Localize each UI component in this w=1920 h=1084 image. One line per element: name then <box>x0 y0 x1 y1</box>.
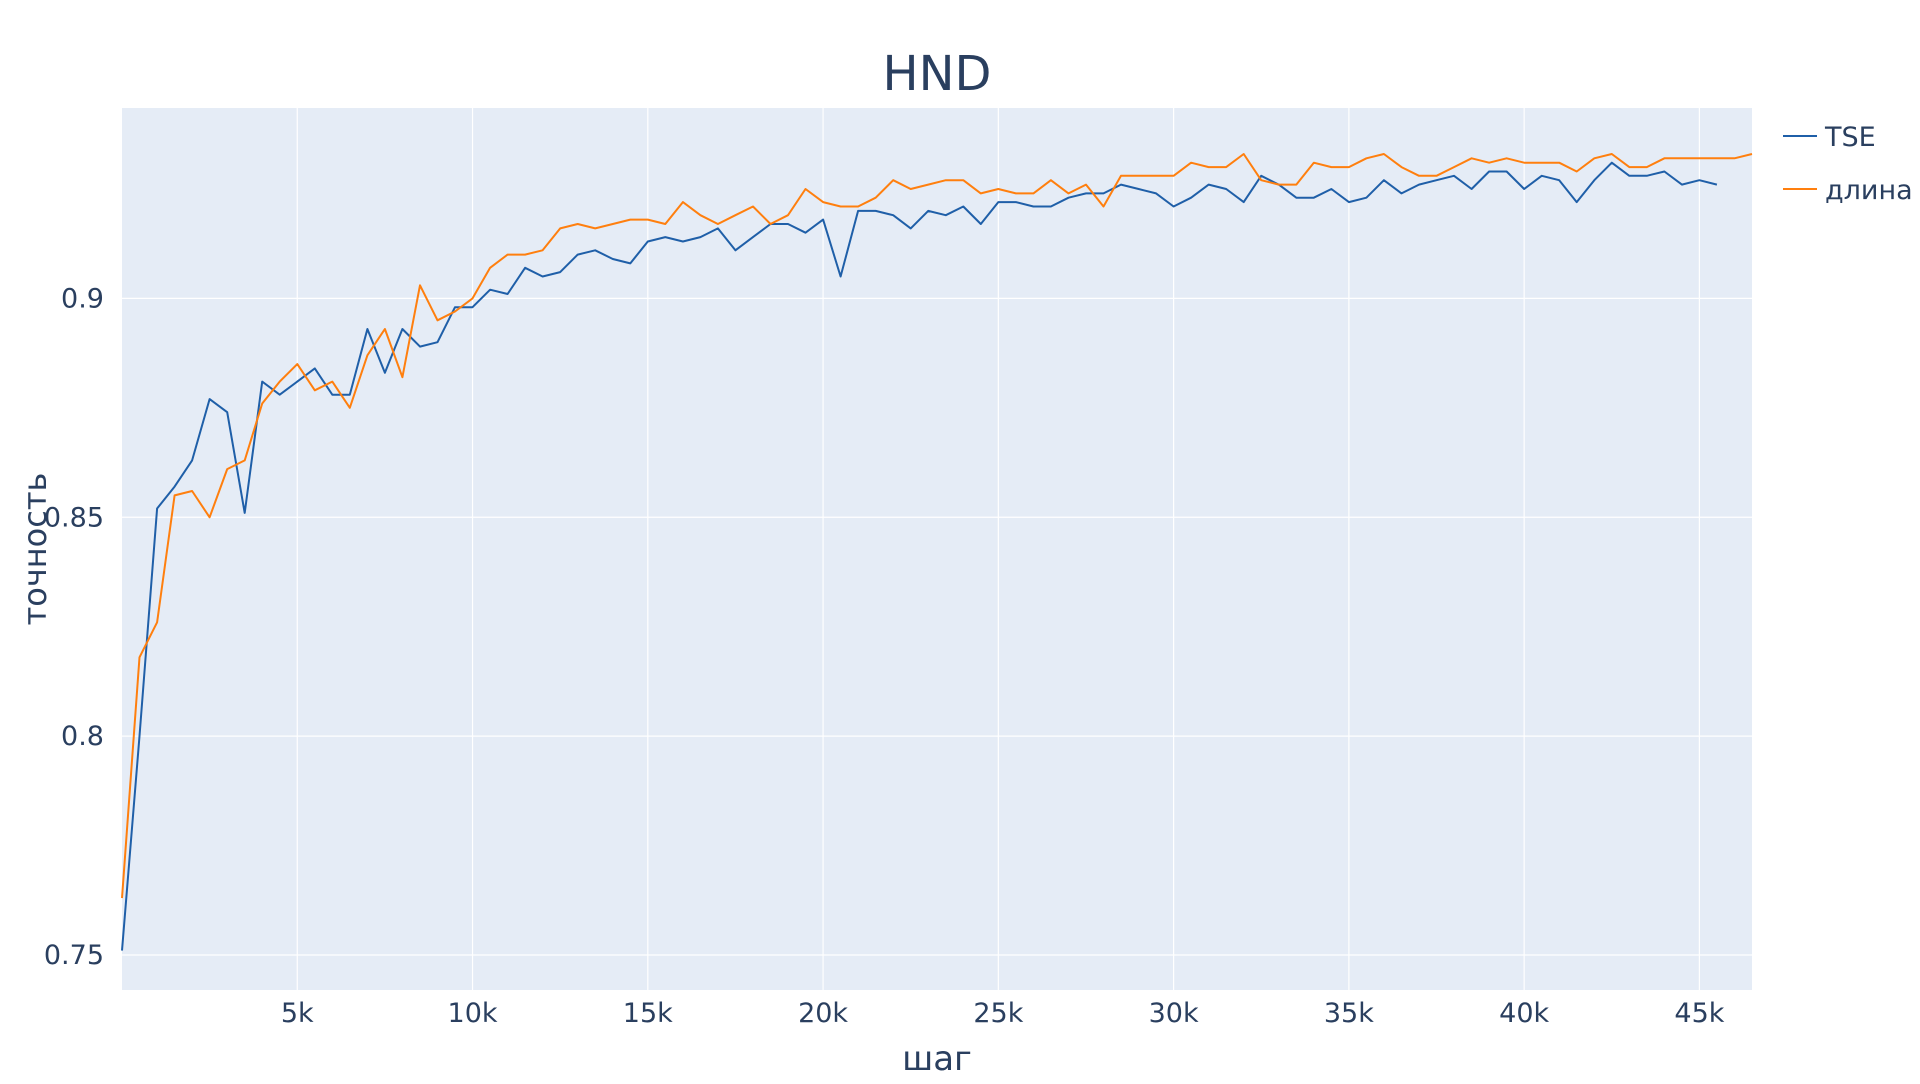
y-axis-ticks: 0.750.80.850.9 <box>44 283 104 971</box>
x-tick-label: 45k <box>1674 998 1724 1029</box>
x-tick-label: 15k <box>623 998 673 1029</box>
legend-item[interactable]: длина <box>1783 175 1913 206</box>
x-tick-label: 40k <box>1499 998 1549 1029</box>
y-tick-label: 0.75 <box>44 940 104 971</box>
legend[interactable]: TSE длина <box>1783 122 1913 206</box>
x-tick-label: 10k <box>448 998 498 1029</box>
x-axis-label: шаг <box>902 1039 972 1079</box>
x-tick-label: 5k <box>281 998 314 1029</box>
plot-background <box>122 108 1752 990</box>
y-axis-label: точность <box>16 473 54 626</box>
chart-title: HND <box>883 46 992 102</box>
y-tick-label: 0.9 <box>61 283 104 314</box>
x-axis-ticks: 5k 10k 15k 20k 25k 30k 35k 40k 45k <box>281 998 1725 1029</box>
legend-label: длина <box>1825 175 1913 206</box>
legend-item[interactable]: TSE <box>1783 122 1876 153</box>
legend-label: TSE <box>1824 122 1876 153</box>
x-tick-label: 35k <box>1324 998 1374 1029</box>
x-tick-label: 30k <box>1149 998 1199 1029</box>
y-tick-label: 0.8 <box>61 721 104 752</box>
x-tick-label: 25k <box>973 998 1023 1029</box>
x-tick-label: 20k <box>798 998 848 1029</box>
